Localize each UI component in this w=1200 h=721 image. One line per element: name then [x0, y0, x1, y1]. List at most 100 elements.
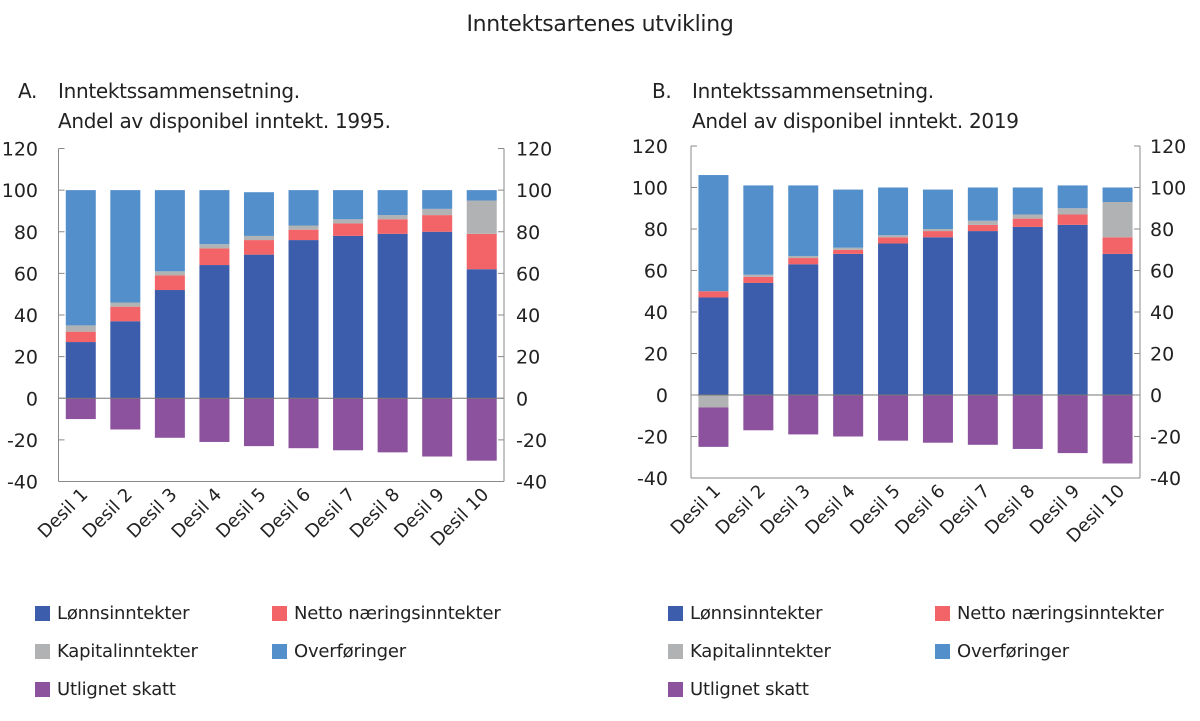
- right-tick-label: 0: [1150, 385, 1162, 407]
- left-tick-label: -20: [637, 427, 668, 449]
- bar-segment-netto-n-ringsinntekter-4: [833, 249, 864, 254]
- bar-segment-kapitalinntekter-9: [1057, 208, 1088, 215]
- bar-segment-utlignet-skatt-7: [333, 398, 364, 451]
- x-tick-label: Desil 5: [846, 481, 904, 539]
- right-tick-label: 100: [1150, 178, 1186, 200]
- bar-segment-l-nnsinntekter-9: [1057, 224, 1088, 395]
- bar-segment-kapitalinntekter-5: [243, 235, 274, 241]
- left-tick-label: 60: [644, 261, 668, 283]
- bar-segment-kapitalinntekter-3: [788, 255, 819, 259]
- bar-segment-utlignet-skatt-1: [698, 407, 729, 447]
- bar-segment-netto-n-ringsinntekter-9: [422, 215, 453, 232]
- bar-segment-kapitalinntekter-6: [288, 225, 319, 230]
- x-tick-label: Desil 2: [712, 481, 770, 539]
- bar-segment-kapitalinntekter-5: [878, 235, 909, 238]
- right-tick-label: 120: [1150, 136, 1186, 158]
- bar-segment-utlignet-skatt-9: [422, 398, 453, 457]
- bar-segment-kapitalinntekter-1: [65, 325, 96, 332]
- x-tick-label: Desil 8: [981, 481, 1039, 539]
- bar-segment-overf-ringer-1: [698, 175, 729, 292]
- bar-segment-l-nnsinntekter-6: [288, 240, 319, 399]
- bar-segment-utlignet-skatt-6: [922, 395, 953, 443]
- bar-segment-overf-ringer-7: [333, 190, 364, 220]
- x-tick-label: Desil 3: [756, 481, 814, 539]
- right-tick-label: 40: [516, 305, 540, 327]
- bar-segment-utlignet-skatt-7: [967, 395, 998, 445]
- legend-label: Overføringer: [294, 641, 406, 662]
- bar-segment-l-nnsinntekter-5: [243, 254, 274, 399]
- panel-a-heading-line1: Inntektssammensetning.: [58, 79, 300, 103]
- bar-segment-netto-n-ringsinntekter-7: [333, 223, 364, 236]
- bar-segment-kapitalinntekter-1: [698, 395, 729, 408]
- bar-segment-l-nnsinntekter-7: [967, 231, 998, 395]
- bar-segment-overf-ringer-3: [154, 190, 185, 272]
- bar-segment-netto-n-ringsinntekter-1: [65, 331, 96, 343]
- bar-segment-utlignet-skatt-8: [1012, 395, 1043, 449]
- legend-label: Kapitalinntekter: [57, 641, 198, 662]
- left-tick-label: 60: [14, 263, 38, 285]
- bar-segment-netto-n-ringsinntekter-10: [1102, 237, 1133, 254]
- x-tick-label: Desil 1: [667, 481, 725, 539]
- bar-segment-kapitalinntekter-3: [154, 271, 185, 276]
- legend-swatch: [668, 682, 683, 697]
- right-tick-label: -40: [1150, 468, 1181, 490]
- bar-segment-netto-n-ringsinntekter-2: [743, 276, 774, 283]
- bar-segment-l-nnsinntekter-10: [466, 269, 497, 399]
- left-tick-label: 80: [14, 222, 38, 244]
- x-tick-label: Desil 6: [891, 481, 949, 539]
- left-tick-label: 40: [644, 302, 668, 324]
- bar-segment-kapitalinntekter-2: [110, 302, 141, 307]
- bar-segment-kapitalinntekter-7: [967, 220, 998, 225]
- legend-label: Utlignet skatt: [690, 679, 809, 700]
- bar-segment-overf-ringer-6: [288, 190, 319, 226]
- right-tick-label: 80: [516, 222, 540, 244]
- bar-segment-l-nnsinntekter-1: [65, 342, 96, 399]
- bar-segment-utlignet-skatt-9: [1057, 395, 1088, 454]
- bar-segment-overf-ringer-4: [199, 190, 230, 245]
- right-tick-label: -20: [1150, 427, 1181, 449]
- legend-item-kapitalinntekter: Kapitalinntekter: [35, 641, 198, 662]
- bar-segment-l-nnsinntekter-8: [1012, 226, 1043, 395]
- legend-swatch: [35, 644, 50, 659]
- chart-title: Inntektsartenes utvikling: [466, 12, 734, 37]
- bar-segment-l-nnsinntekter-3: [154, 290, 185, 399]
- bar-segment-overf-ringer-9: [1057, 185, 1088, 209]
- bar-segment-overf-ringer-8: [1012, 187, 1043, 215]
- bar-segment-kapitalinntekter-6: [922, 229, 953, 232]
- bar-segment-overf-ringer-10: [466, 190, 497, 201]
- bar-segment-utlignet-skatt-1: [65, 398, 96, 420]
- panel-b-heading-line1: Inntektssammensetning.: [692, 79, 934, 103]
- right-tick-label: 60: [516, 263, 540, 285]
- bar-segment-netto-n-ringsinntekter-10: [466, 233, 497, 270]
- x-tick-label: Desil 4: [801, 481, 859, 539]
- bar-segment-netto-n-ringsinntekter-8: [1012, 218, 1043, 227]
- bar-segment-l-nnsinntekter-10: [1102, 253, 1133, 395]
- bar-segment-netto-n-ringsinntekter-2: [110, 306, 141, 322]
- bar-segment-utlignet-skatt-6: [288, 398, 319, 449]
- bar-segment-netto-n-ringsinntekter-3: [788, 258, 819, 265]
- left-tick-label: 20: [14, 347, 38, 369]
- bar-segment-kapitalinntekter-4: [199, 244, 230, 249]
- bar-segment-kapitalinntekter-2: [743, 274, 774, 277]
- left-tick-label: 80: [644, 219, 668, 241]
- left-tick-label: -40: [7, 472, 38, 494]
- legend-item-utlignet-skatt: Utlignet skatt: [668, 679, 809, 700]
- bar-segment-utlignet-skatt-4: [199, 398, 230, 442]
- left-tick-label: 0: [656, 385, 668, 407]
- legend-label: Overføringer: [957, 641, 1069, 662]
- bar-segment-overf-ringer-9: [422, 190, 453, 209]
- bar-segment-overf-ringer-5: [878, 187, 909, 236]
- right-tick-label: 20: [516, 347, 540, 369]
- left-tick-label: 20: [644, 344, 668, 366]
- bar-segment-l-nnsinntekter-8: [377, 233, 408, 399]
- bar-segment-utlignet-skatt-4: [833, 395, 864, 437]
- bar-segment-utlignet-skatt-10: [1102, 395, 1133, 464]
- bar-segment-overf-ringer-6: [922, 189, 953, 229]
- bar-segment-l-nnsinntekter-9: [422, 231, 453, 399]
- legend-swatch: [35, 606, 50, 621]
- legend-item-utlignet-skatt: Utlignet skatt: [35, 679, 176, 700]
- bar-segment-overf-ringer-4: [833, 189, 864, 248]
- bar-segment-utlignet-skatt-3: [788, 395, 819, 435]
- legend-label: Kapitalinntekter: [690, 641, 831, 662]
